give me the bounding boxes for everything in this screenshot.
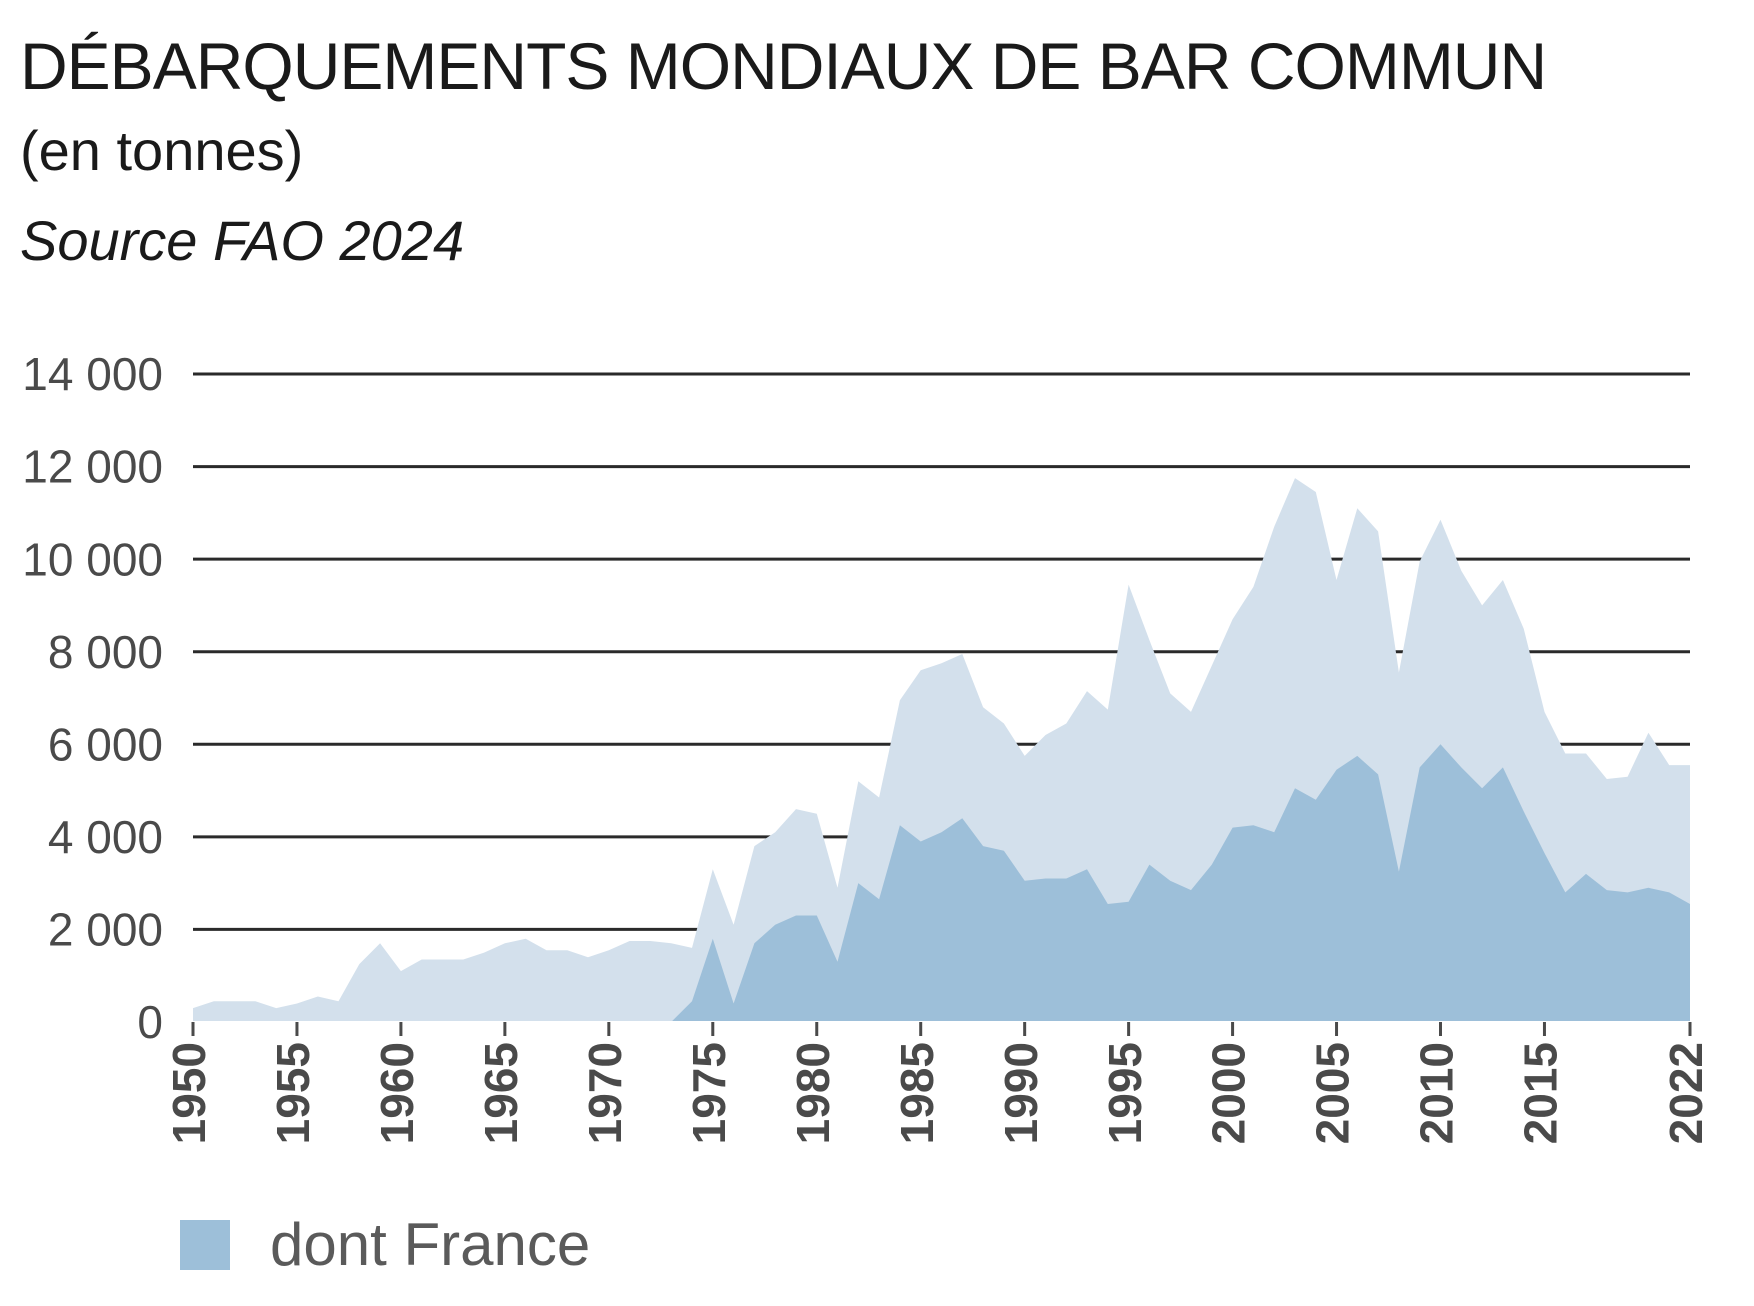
x-tick-label: 2022: [1660, 1042, 1712, 1144]
x-tick-label: 1995: [1099, 1042, 1151, 1144]
x-tick-label: 2015: [1515, 1042, 1567, 1144]
x-tick-label: 1955: [267, 1042, 319, 1144]
y-tick-label: 2 000: [48, 904, 163, 956]
x-tick-label: 2010: [1411, 1042, 1463, 1144]
legend-swatch-france: [180, 1219, 230, 1270]
chart-title: DÉBARQUEMENTS MONDIAUX DE BAR COMMUN: [20, 29, 1547, 103]
y-tick-label: 14 000: [22, 348, 163, 400]
x-tick-label: 1985: [891, 1042, 943, 1144]
y-tick-label: 12 000: [22, 441, 163, 493]
y-tick-label: 8 000: [48, 626, 163, 678]
y-tick-label: 6 000: [48, 718, 163, 770]
y-tick-label: 4 000: [48, 811, 163, 863]
x-tick-label: 1990: [995, 1042, 1047, 1144]
legend: dont France: [180, 1210, 590, 1279]
chart-source: Source FAO 2024: [20, 209, 465, 272]
y-tick-label: 10 000: [22, 533, 163, 585]
x-tick-label: 2000: [1203, 1042, 1255, 1144]
y-tick-label: 0: [137, 996, 163, 1048]
y-axis-ticks: 0 2 000 4 000 6 000 8 000 10 000 12 000 14 000: [22, 348, 163, 1048]
x-tick-label: 1965: [475, 1042, 527, 1144]
x-tick-label: 1975: [683, 1042, 735, 1144]
x-tick-label: 2005: [1307, 1042, 1359, 1144]
legend-label-france: dont France: [270, 1211, 591, 1278]
chart-subtitle: (en tonnes): [20, 119, 304, 182]
area-france: [193, 744, 1690, 1022]
x-tick-label: 1950: [163, 1042, 215, 1144]
x-axis-ticks: 1950 1955 1960 1965 1970 1975 1980 1985 1990 1995…: [163, 1022, 1712, 1144]
x-tick-label: 1960: [371, 1042, 423, 1144]
x-tick-label: 1970: [579, 1042, 631, 1144]
x-tick-label: 1980: [787, 1042, 839, 1144]
